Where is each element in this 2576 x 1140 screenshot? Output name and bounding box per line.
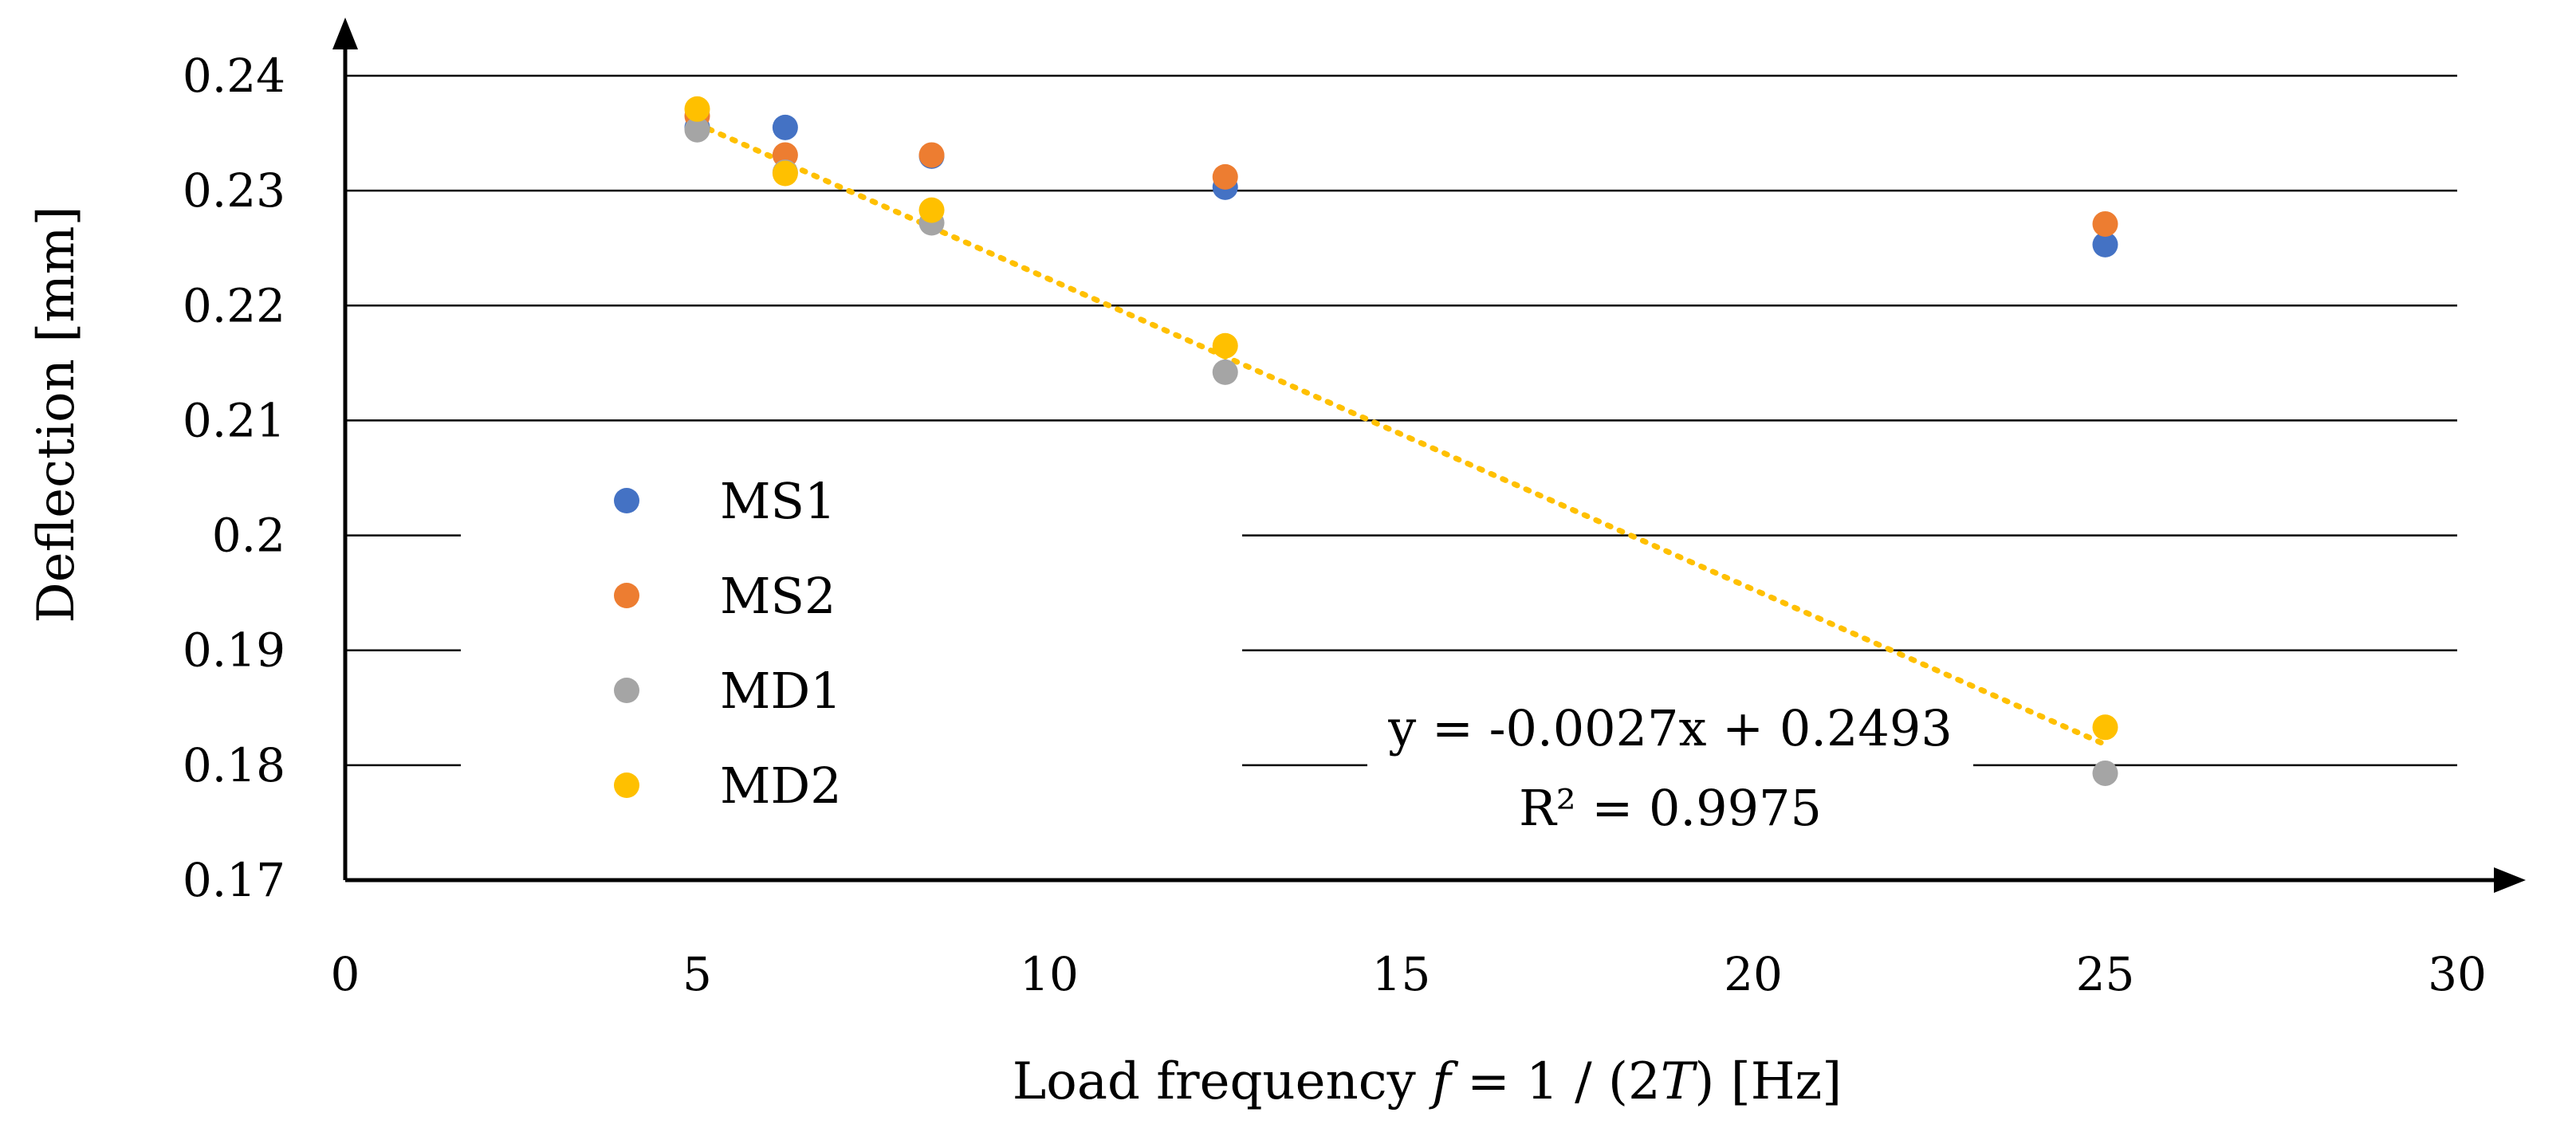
data-points [684,96,2118,786]
y-tick-label: 0.21 [183,393,285,447]
x-tick-label: 25 [2076,947,2135,1001]
y-tick-label: 0.19 [183,623,285,678]
data-point-ms1 [2092,231,2118,257]
data-point-ms2 [2092,210,2118,237]
legend-marker-md1 [614,678,639,703]
data-point-md2 [1212,332,1238,359]
x-tick-label: 0 [331,947,360,1001]
y-axis-arrow-icon [332,18,358,49]
x-axis-title: Load frequency f = 1 / (2T) [Hz] [1013,1052,1842,1111]
trendline-r-squared: R² = 0.9975 [1519,779,1822,837]
data-point-md2 [684,96,710,122]
y-tick-label: 0.24 [183,49,285,103]
legend-marker-md2 [614,772,639,798]
data-point-md1 [1212,359,1238,385]
legend-marker-ms1 [614,488,639,513]
x-tick-label: 10 [1020,947,1079,1001]
x-tick-label: 5 [682,947,712,1001]
legend-label-md2: MD2 [720,757,842,815]
data-point-md2 [2092,714,2118,741]
axes [332,18,2526,893]
legend-box [461,446,1242,821]
y-tick-label: 0.18 [183,738,285,792]
data-point-md1 [684,116,710,143]
x-tick-label: 15 [1372,947,1431,1001]
data-point-ms2 [1212,163,1238,190]
x-axis-title-part-1: Load frequency [1013,1052,1432,1111]
legend: MS1 MS2 MD1 MD2 [614,472,842,815]
y-axis-title: Deflection [mm] [27,206,86,623]
legend-label-ms1: MS1 [720,472,836,530]
x-tick-label: 20 [1724,947,1783,1001]
trendline-label-box [1367,694,1973,853]
x-axis-title-part-3: ) [Hz] [1694,1052,1842,1111]
legend-label-md1: MD1 [720,662,842,720]
x-axis-arrow-icon [2494,867,2526,893]
legend-marker-ms2 [614,583,639,608]
data-point-md2 [772,160,798,187]
y-tick-label: 0.23 [183,163,285,218]
y-tick-label: 0.22 [183,278,285,332]
data-point-md2 [918,197,945,223]
y-tick-label: 0.17 [183,853,285,907]
y-tick-labels: 0.17 0.18 0.19 0.2 0.21 0.22 0.23 0.24 [183,49,285,907]
trendline-equation: y = -0.0027x + 0.2493 [1387,699,1953,757]
data-point-ms1 [772,114,798,140]
legend-label-ms2: MS2 [720,567,836,625]
data-point-md1 [2092,760,2118,786]
x-axis-title-part-2: = 1 / (2 [1451,1052,1661,1111]
y-tick-label: 0.2 [212,509,285,563]
x-tick-labels: 0 5 10 15 20 25 30 [331,947,2487,1001]
x-axis-title-variable-t: T [1661,1052,1698,1111]
data-point-ms2 [918,142,945,168]
x-tick-label: 30 [2428,947,2487,1001]
